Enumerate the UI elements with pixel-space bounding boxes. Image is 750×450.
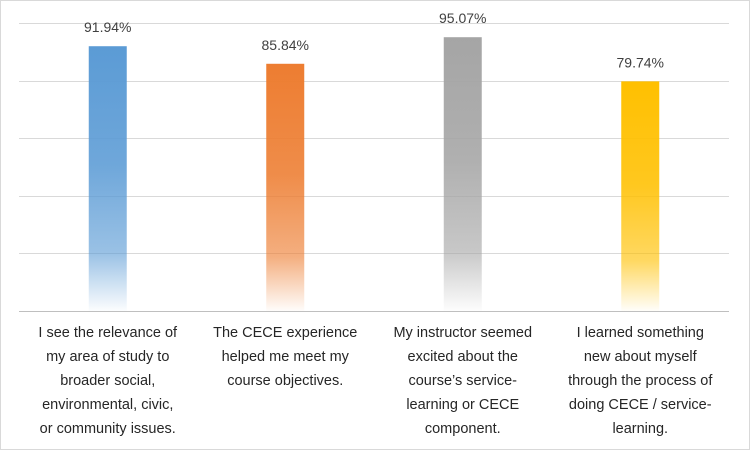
category-label-line: learning or CECE [406, 397, 519, 413]
category-label-line: I learned something [577, 325, 704, 341]
bar-3 [443, 37, 482, 312]
data-label-3: 95.07% [439, 10, 486, 26]
category-label-line: broader social, [60, 373, 155, 389]
data-label-1: 91.94% [84, 19, 131, 35]
bar-4 [621, 81, 660, 311]
bar-1 [88, 46, 127, 311]
data-labels: 91.94% 85.84% 95.07% 79.74% [84, 10, 664, 70]
category-label-4: I learned something new about myself throu… [568, 325, 713, 437]
bars [88, 37, 660, 312]
category-label-line: excited about the [408, 349, 518, 365]
category-labels: I see the relevance of my area of study t… [38, 325, 713, 437]
category-label-3: My instructor seemed excited about the cou… [393, 325, 532, 437]
category-label-line: new about myself [584, 349, 698, 365]
category-label-line: component. [425, 421, 501, 437]
category-label-line: or community issues. [40, 421, 176, 437]
category-label-line: The CECE experience [213, 325, 357, 341]
category-label-line: I see the relevance of [38, 325, 178, 341]
data-label-4: 79.74% [617, 54, 664, 70]
data-label-2: 85.84% [262, 37, 309, 53]
category-label-2: The CECE experience helped me meet my cour… [213, 325, 357, 389]
category-label-line: learning. [612, 421, 668, 437]
category-label-1: I see the relevance of my area of study t… [38, 325, 178, 437]
category-label-line: doing CECE / service- [569, 397, 712, 413]
bar-2 [266, 63, 305, 312]
category-label-line: My instructor seemed [393, 325, 532, 341]
category-label-line: course objectives. [227, 373, 343, 389]
category-label-line: my area of study to [46, 349, 169, 365]
category-label-line: environmental, civic, [42, 397, 173, 413]
gridlines [19, 23, 729, 312]
category-label-line: course’s service- [408, 373, 517, 389]
category-label-line: through the process of [568, 373, 713, 389]
category-label-line: helped me meet my [222, 349, 350, 365]
